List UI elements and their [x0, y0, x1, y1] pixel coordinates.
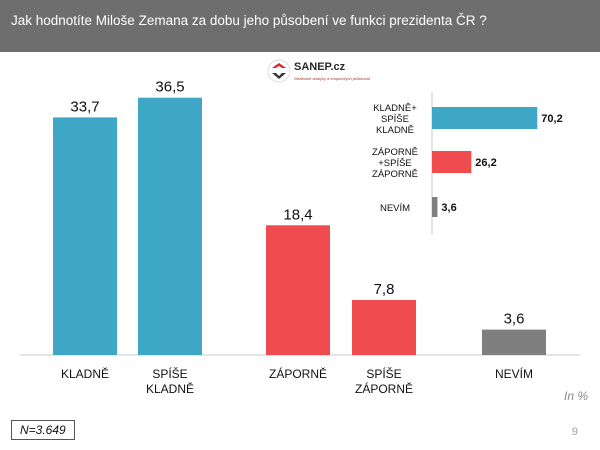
bar [482, 329, 546, 355]
bar-value-label: 33,7 [70, 98, 99, 115]
bar [352, 300, 416, 355]
inset-category-tick-label: NEVÍM [380, 203, 410, 214]
bar [266, 225, 330, 355]
bar-value-label: 7,8 [374, 281, 395, 298]
category-tick-label: SPÍŠE ZÁPORNĚ [355, 366, 413, 396]
page-number: 9 [571, 426, 578, 438]
sanep-logo: SANEP.cz Nezávislé analýzy a empirických… [266, 58, 376, 88]
inset-bar-value-label: 26,2 [475, 157, 496, 169]
question-text: Jak hodnotíte Miloše Zemana za dobu jeho… [11, 13, 487, 28]
inset-category-tick-label: ZÁPORNĚ +SPÍŠE ZÁPORNĚ [372, 147, 418, 180]
bar [138, 97, 202, 356]
bar [53, 117, 117, 355]
category-tick-label: ZÁPORNĚ [269, 366, 327, 381]
logo-tagline: Nezávislé analýzy a empirických průzkumů [294, 76, 371, 81]
sanep-emblem-icon [267, 59, 291, 83]
inset-bar [432, 197, 438, 217]
unit-note: In % [563, 389, 588, 403]
category-tick-label: SPÍŠE KLADNĚ [146, 366, 194, 396]
chart-title-bar: Jak hodnotíte Miloše Zemana za dobu jeho… [0, 0, 600, 52]
sample-size: N=3.649 [11, 420, 75, 440]
inset-bar-value-label: 3,6 [441, 202, 456, 214]
inset-bar-chart: 70,2 KLADNĚ+ SPÍŠE KLADNĚ 26,2 ZÁPORNĚ +SPÍŠE Z… [372, 92, 563, 235]
category-tick-label: KLADNĚ [61, 366, 109, 381]
inset-bar-value-label: 70,2 [541, 113, 562, 125]
bar-value-label: 36,5 [155, 79, 184, 96]
logo-name: SANEP.cz [294, 61, 346, 73]
category-tick-label: NEVÍM [495, 366, 533, 381]
bar-value-label: 18,4 [283, 206, 312, 223]
inset-category-tick-label: KLADNĚ+ SPÍŠE KLADNĚ [373, 103, 417, 136]
bar-value-label: 3,6 [504, 311, 525, 328]
inset-bar [432, 151, 472, 173]
inset-bar [432, 107, 538, 129]
